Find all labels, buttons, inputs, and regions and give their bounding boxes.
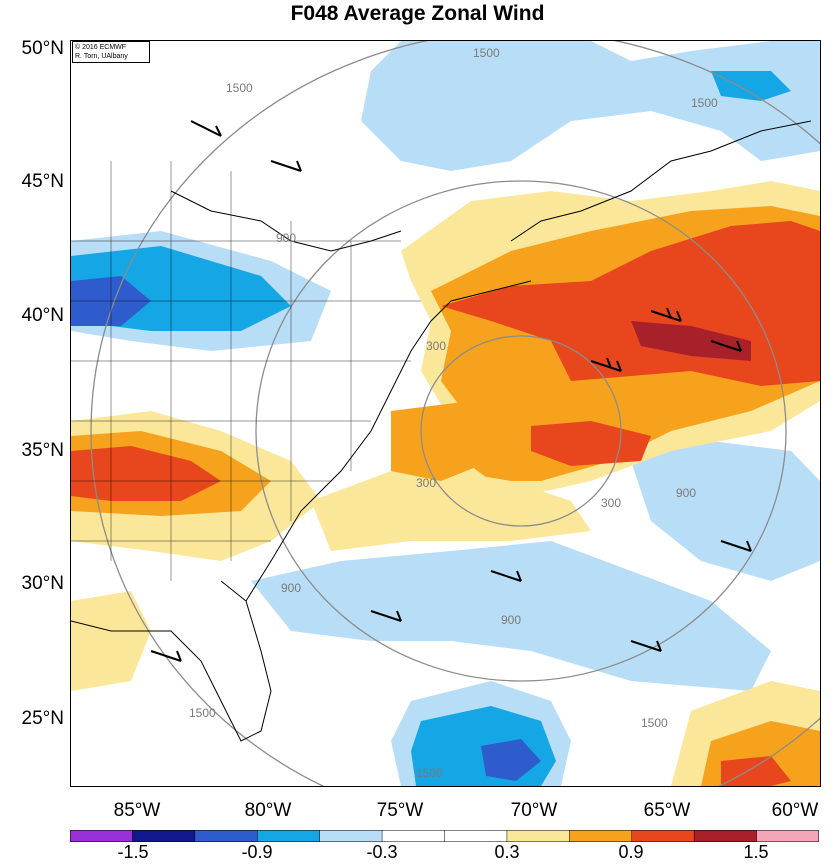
lat-label-35n: 35°N xyxy=(21,440,64,461)
colorbar-label-6: 1.5 xyxy=(743,842,769,862)
shaded-fields xyxy=(71,41,820,786)
credit-line-1: © 2016 ECMWF xyxy=(75,44,127,51)
colorbar-label-1: -1.5 xyxy=(117,842,149,862)
us-east-coast xyxy=(71,580,272,742)
contour-label-10: 900 xyxy=(501,613,522,627)
contour-label-3: 1500 xyxy=(691,96,718,110)
contour-label-6: 300 xyxy=(416,476,437,490)
ring-300 xyxy=(420,335,622,527)
colorbar-cell xyxy=(506,830,571,842)
lon-label-75w: 75°W xyxy=(376,800,424,821)
colorbar xyxy=(70,830,819,842)
negative-field-se xyxy=(631,441,820,581)
positive-field-west-core xyxy=(71,446,221,501)
negative-field-south-core xyxy=(481,739,541,781)
colorbar-cell xyxy=(693,830,758,842)
credit-box: © 2016 ECMWF R. Torn, UAlbany xyxy=(72,41,150,63)
contour-label-4: 900 xyxy=(276,231,297,245)
wind-barbs xyxy=(150,120,752,662)
colorbar-cell xyxy=(70,830,134,842)
state-boundaries xyxy=(71,161,421,581)
colorbar-cells xyxy=(70,830,819,842)
positive-field-se-corner-core xyxy=(721,756,791,786)
range-rings xyxy=(90,41,820,786)
lat-label-40n: 40°N xyxy=(21,305,64,326)
credit-line-2: R. Torn, UAlbany xyxy=(75,53,128,60)
lat-label-25n: 25°N xyxy=(21,708,64,729)
colorbar-label-5: 0.9 xyxy=(618,842,644,862)
canada-coast xyxy=(510,120,812,242)
colorbar-cell xyxy=(569,830,633,842)
lon-label-60w: 60°W xyxy=(771,800,819,821)
contour-label-8: 900 xyxy=(676,486,697,500)
colorbar-cell xyxy=(194,830,258,842)
map-canvas xyxy=(71,41,820,786)
lon-label-65w: 65°W xyxy=(643,800,691,821)
contour-label-12: 1500 xyxy=(641,716,668,730)
contour-label-11: 1500 xyxy=(189,706,216,720)
lon-label-70w: 70°W xyxy=(510,800,558,821)
contour-label-13: 1500 xyxy=(416,766,443,780)
negative-field-north xyxy=(361,41,820,171)
lat-label-30n: 30°N xyxy=(21,573,64,594)
colorbar-cell xyxy=(381,830,446,842)
lon-label-85w: 85°W xyxy=(113,800,161,821)
negative-field-cyan xyxy=(711,71,791,101)
colorbar-label-2: -0.9 xyxy=(241,842,273,862)
lat-label-45n: 45°N xyxy=(21,171,64,192)
lat-label-50n: 50°N xyxy=(21,38,64,59)
contour-label-2: 1500 xyxy=(226,81,253,95)
contour-label-9: 900 xyxy=(281,581,302,595)
contour-label-1: 1500 xyxy=(473,46,500,60)
colorbar-cell xyxy=(319,830,383,842)
colorbar-cell xyxy=(132,830,196,842)
colorbar-cell xyxy=(444,830,508,842)
contour-label-5: 300 xyxy=(426,339,447,353)
ring-1500 xyxy=(90,41,820,786)
colorbar-label-3: -0.3 xyxy=(366,842,398,862)
colorbar-label-4: 0.3 xyxy=(494,842,520,862)
colorbar-cell xyxy=(756,830,819,842)
contour-label-7: 300 xyxy=(601,496,622,510)
ring-900 xyxy=(255,180,787,682)
map-title: F048 Average Zonal Wind xyxy=(290,2,545,25)
positive-field-central-atl xyxy=(311,471,591,551)
colorbar-cell xyxy=(631,830,695,842)
positive-field-ne-peak xyxy=(631,321,751,361)
map-panel: 1500 1500 1500 900 300 300 300 900 900 9… xyxy=(70,40,821,787)
lon-label-80w: 80°W xyxy=(244,800,292,821)
colorbar-cell xyxy=(257,830,321,842)
positive-field-sw xyxy=(71,591,151,691)
us-atlantic-coast xyxy=(245,280,532,602)
